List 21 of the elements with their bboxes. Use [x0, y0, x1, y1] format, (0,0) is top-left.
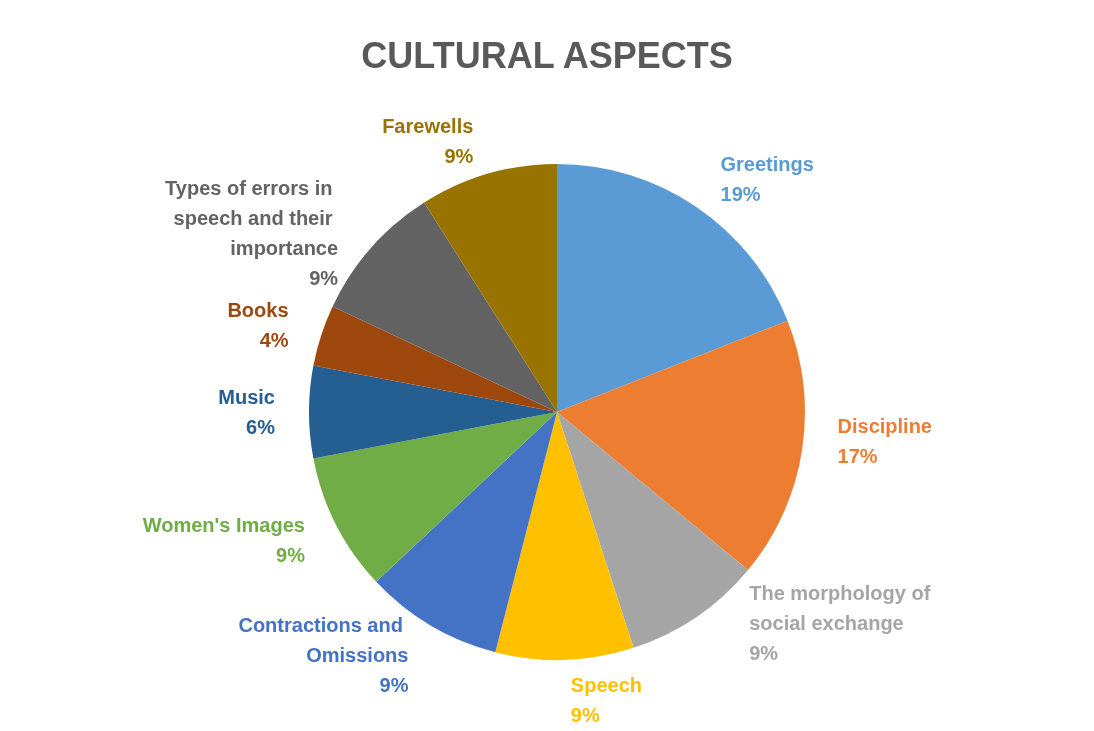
slice-label: Discipline — [837, 415, 933, 438]
data-label: 9% — [570, 704, 600, 726]
slice-label: Books — [227, 299, 289, 322]
data-label: 17% — [837, 445, 878, 468]
slice-label: Women's Images — [142, 514, 305, 537]
data-label: 9% — [309, 267, 339, 290]
data-label: 4% — [259, 329, 289, 352]
slice-label: Types of errors in speech and their importance — [165, 177, 339, 260]
data-label: 9% — [379, 673, 409, 696]
slice-label: Speech — [570, 674, 643, 696]
slice-label: Greetings — [720, 152, 814, 175]
data-label: 9% — [749, 642, 779, 664]
slice-label: The morphology of social exchange — [749, 582, 936, 634]
slice-label: Farewells — [382, 115, 474, 138]
data-label: 6% — [246, 416, 276, 438]
slice-label: Contractions and Omissions — [238, 613, 409, 666]
data-label: 9% — [276, 544, 306, 567]
data-label: 19% — [720, 182, 761, 205]
slice-label: Music — [218, 386, 275, 408]
chart-title: CULTURAL ASPECTS — [361, 34, 733, 76]
data-label: 9% — [444, 145, 474, 168]
